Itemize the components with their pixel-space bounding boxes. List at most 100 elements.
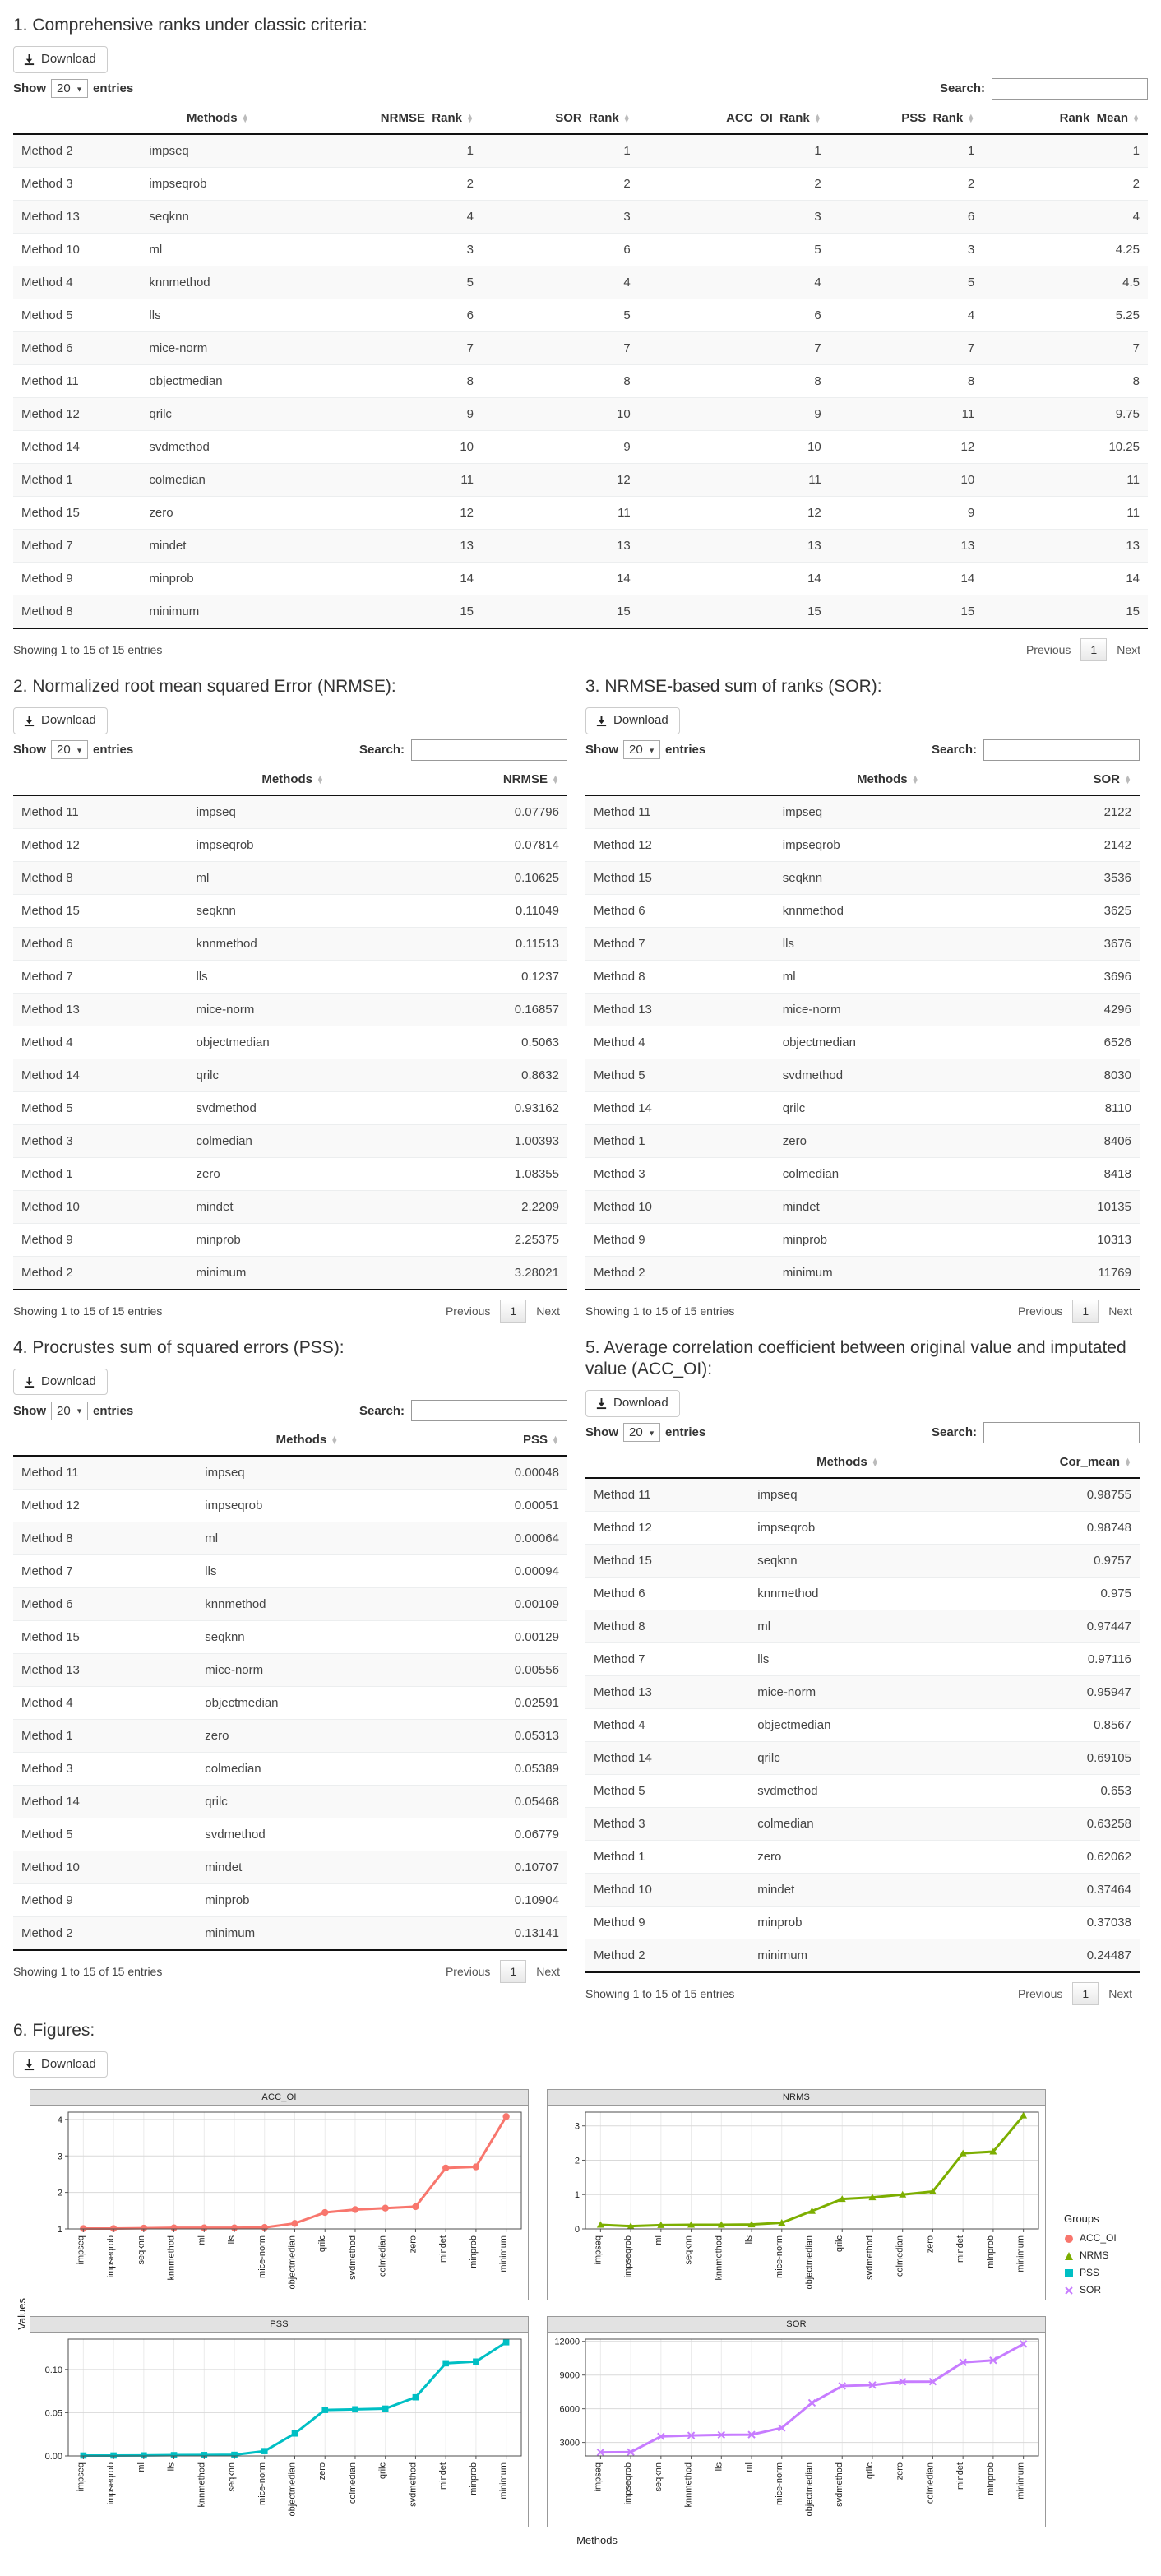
previous-button[interactable]: Previous [1017, 1304, 1063, 1318]
legend-item-pss: PSS [1064, 2267, 1161, 2278]
cell-value: 3696 [1001, 960, 1140, 994]
page-length-select-2[interactable]: 20 [51, 740, 88, 759]
cell-method-id: Method 1 [13, 1719, 197, 1754]
legend-marker-icon [1064, 2268, 1073, 2277]
column-header-index[interactable] [13, 104, 141, 135]
previous-button[interactable]: Previous [1025, 642, 1071, 656]
column-header-sor-rank[interactable]: SOR_Rank ▲ ▼ [482, 104, 639, 135]
previous-button[interactable]: Previous [445, 1965, 491, 1979]
page-length-select-4[interactable]: 20 [51, 1401, 88, 1420]
column-header-acc-oi-rank[interactable]: ACC_OI_Rank ▲ ▼ [638, 104, 830, 135]
table-row: Method 9 minprob 14 14 14 14 14 [13, 562, 1148, 595]
download-button-4[interactable]: Download [13, 1368, 108, 1396]
previous-button[interactable]: Previous [445, 1304, 491, 1318]
length-control-3: Show 20 ▼ entries [585, 740, 705, 759]
next-button[interactable]: Next [1117, 642, 1140, 656]
column-header-methods[interactable]: Methods ▲ ▼ [774, 765, 1001, 796]
cell-method-id: Method 13 [13, 993, 188, 1026]
download-button-3[interactable]: Download [585, 707, 680, 734]
sort-icon[interactable]: ▲ ▼ [1124, 772, 1131, 785]
download-button-2[interactable]: Download [13, 707, 108, 734]
previous-button[interactable]: Previous [1017, 1986, 1063, 2000]
cell-method-id: Method 9 [13, 1883, 197, 1918]
next-button[interactable]: Next [1108, 1304, 1132, 1318]
download-button-1[interactable]: Download [13, 46, 108, 73]
column-header-methods[interactable]: Methods ▲ ▼ [749, 1448, 946, 1479]
sort-icon[interactable]: ▲ ▼ [813, 111, 821, 124]
download-button-figures[interactable]: Download [13, 2050, 108, 2078]
table-row: Method 15 seqknn 0.9757 [585, 1544, 1140, 1578]
column-header-sor[interactable]: SOR ▲ ▼ [1001, 765, 1140, 796]
table-header-row: Methods ▲ ▼ Cor_mean ▲ ▼ [585, 1448, 1140, 1479]
column-header-methods[interactable]: Methods ▲ ▼ [197, 1426, 418, 1457]
column-header-nrmse[interactable]: NRMSE ▲ ▼ [397, 765, 567, 796]
cell-method-id: Method 1 [13, 1157, 188, 1191]
search-input-2[interactable] [411, 739, 567, 761]
svg-text:mice-norm: mice-norm [257, 2235, 267, 2278]
page-number-1[interactable]: 1 [1072, 1299, 1099, 1323]
svg-text:impseq: impseq [76, 2462, 86, 2491]
search-input-4[interactable] [411, 1400, 567, 1422]
column-header-methods[interactable]: Methods ▲ ▼ [187, 765, 398, 796]
table-body: Method 11 impseq 0.98755 Method 12 impseqrob… [585, 1477, 1140, 1973]
sort-icon[interactable]: ▲ ▼ [1124, 1455, 1131, 1468]
svg-text:3000: 3000 [560, 2439, 580, 2449]
page-number-1[interactable]: 1 [1072, 1981, 1099, 2005]
sort-icon[interactable]: ▲ ▼ [552, 772, 559, 785]
page-length-select-1[interactable]: 20 [51, 79, 88, 99]
sort-icon[interactable]: ▲ ▼ [871, 1455, 879, 1468]
column-header-index[interactable] [585, 1448, 750, 1479]
column-header-index[interactable] [585, 765, 775, 796]
sort-icon[interactable]: ▲ ▼ [241, 111, 249, 124]
sort-icon[interactable]: ▲ ▼ [622, 111, 631, 124]
search-input-3[interactable] [983, 739, 1140, 761]
sort-icon[interactable]: ▲ ▼ [466, 111, 474, 124]
next-button[interactable]: Next [1108, 1986, 1132, 2000]
cell-method-name: knnmethod [141, 266, 295, 299]
page-number-1[interactable]: 1 [500, 1299, 527, 1323]
search-input-5[interactable] [983, 1421, 1140, 1443]
column-header-methods[interactable]: Methods ▲ ▼ [141, 104, 295, 135]
sort-icon[interactable]: ▲ ▼ [552, 1434, 559, 1447]
page-length-select-5[interactable]: 20 [623, 1423, 660, 1442]
section-3-title: 3. NRMSE-based sum of ranks (SOR): [585, 676, 882, 696]
column-header-nrmse-rank[interactable]: NRMSE_Rank ▲ ▼ [294, 104, 482, 135]
length-control-2: Show 20 ▼ entries [13, 740, 133, 759]
download-button-5[interactable]: Download [585, 1390, 680, 1417]
sort-icon[interactable]: ▲ ▼ [317, 772, 324, 785]
search-input-1[interactable] [992, 77, 1148, 100]
column-header-index[interactable] [13, 765, 188, 796]
cell-value: 0.37038 [946, 1906, 1140, 1939]
sort-icon[interactable]: ▲ ▼ [1132, 111, 1140, 124]
cell-method-name: ml [197, 1522, 418, 1556]
page-number-1[interactable]: 1 [1080, 637, 1108, 661]
cell-value: 0.07796 [397, 795, 567, 829]
page-length-select-3[interactable]: 20 [623, 740, 660, 759]
column-header-pss[interactable]: PSS ▲ ▼ [417, 1426, 567, 1457]
svg-text:2: 2 [58, 2189, 62, 2198]
cell-method-id: Method 3 [13, 167, 141, 201]
cell-method-name: mindet [774, 1190, 1001, 1224]
cell-value: 1 [294, 133, 482, 168]
page-number-1[interactable]: 1 [500, 1960, 527, 1984]
table-row: Method 6 mice-norm 7 7 7 7 7 [13, 331, 1148, 365]
cell-method-id: Method 7 [585, 1642, 750, 1676]
sort-icon[interactable]: ▲ ▼ [967, 111, 975, 124]
next-button[interactable]: Next [536, 1965, 560, 1979]
cell-method-name: minprob [197, 1883, 418, 1918]
column-header-pss-rank[interactable]: PSS_Rank ▲ ▼ [829, 104, 983, 135]
plot-pss: 0.00 0.05 0.10 impseq impseqrob ml lls knnmetho… [45, 2338, 522, 2517]
cell-value: 14 [829, 562, 983, 595]
table-controls-2: Show 20 ▼ entries Search: [13, 739, 567, 761]
section-5-title: 5. Average correlation coefficient betwe… [585, 1337, 1126, 1378]
table-row: Method 8 minimum 15 15 15 15 15 [13, 595, 1148, 629]
column-header-index[interactable] [13, 1426, 197, 1457]
cell-method-name: seqknn [197, 1620, 418, 1655]
next-button[interactable]: Next [536, 1304, 560, 1318]
sort-icon[interactable]: ▲ ▼ [331, 1434, 339, 1447]
column-header-cor-mean[interactable]: Cor_mean ▲ ▼ [946, 1448, 1140, 1479]
cell-method-id: Method 4 [585, 1026, 775, 1059]
column-header-rank-mean[interactable]: Rank_Mean ▲ ▼ [983, 104, 1148, 135]
sort-icon[interactable]: ▲ ▼ [911, 772, 919, 785]
cell-value: 0.06779 [417, 1818, 567, 1852]
